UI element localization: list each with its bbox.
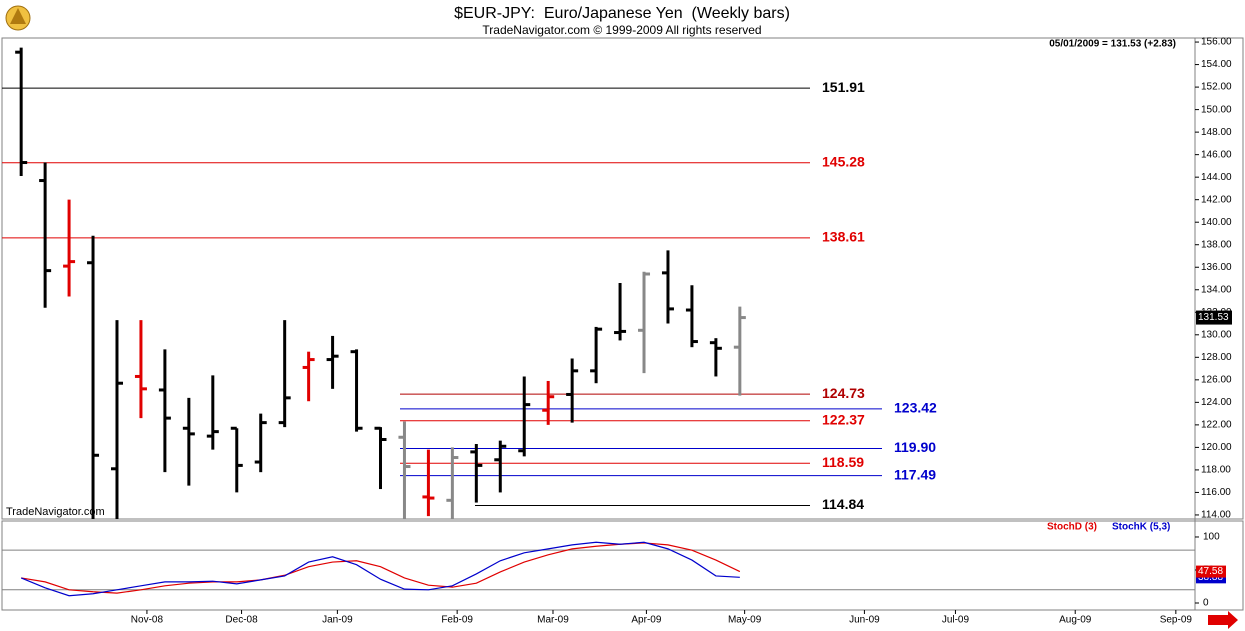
level-label: 123.42 bbox=[894, 400, 937, 416]
x-tick-label: Apr-09 bbox=[631, 615, 661, 626]
y-tick-label: 146.00 bbox=[1201, 149, 1232, 160]
y-tick-label: 120.00 bbox=[1201, 442, 1232, 453]
y-tick-label: 154.00 bbox=[1201, 59, 1232, 70]
legend-entry: StochD (3) bbox=[1047, 522, 1097, 533]
y-tick-label: 124.00 bbox=[1201, 397, 1232, 408]
y-tick-label: 152.00 bbox=[1201, 82, 1232, 93]
value-label: 47.58 bbox=[1198, 566, 1223, 577]
level-label: 151.91 bbox=[822, 79, 865, 95]
y-tick-label: 128.00 bbox=[1201, 352, 1232, 363]
level-label: 114.84 bbox=[822, 496, 864, 512]
level-label: 117.49 bbox=[894, 466, 936, 482]
x-tick-label: Dec-08 bbox=[225, 615, 258, 626]
y-tick-label: 130.00 bbox=[1201, 329, 1232, 340]
x-tick-label: Mar-09 bbox=[537, 615, 569, 626]
legend-entry: StochK (5,3) bbox=[1112, 522, 1170, 533]
stoch-frame bbox=[1, 520, 1244, 611]
y-tick-label: 100 bbox=[1203, 532, 1220, 543]
y-tick-label: 114.00 bbox=[1201, 510, 1231, 521]
x-tick-label: May-09 bbox=[728, 615, 762, 626]
y-tick-label: 0 bbox=[1203, 598, 1209, 609]
y-tick-label: 134.00 bbox=[1201, 284, 1232, 295]
last-price-label: 131.53 bbox=[1198, 312, 1229, 323]
x-tick-label: Sep-09 bbox=[1160, 615, 1193, 626]
level-label: 124.73 bbox=[822, 385, 865, 401]
y-tick-label: 142.00 bbox=[1201, 194, 1232, 205]
level-label: 122.37 bbox=[822, 411, 865, 427]
logo bbox=[5, 5, 31, 31]
x-tick-label: Feb-09 bbox=[441, 615, 473, 626]
level-label: 138.61 bbox=[822, 229, 865, 245]
y-tick-label: 118.00 bbox=[1201, 465, 1231, 476]
y-tick-label: 148.00 bbox=[1201, 127, 1232, 138]
x-tick-label: Jul-09 bbox=[942, 615, 970, 626]
y-tick-label: 116.00 bbox=[1201, 487, 1231, 498]
y-tick-label: 156.00 bbox=[1201, 37, 1232, 48]
level-label: 118.59 bbox=[822, 454, 864, 470]
scroll-arrow[interactable] bbox=[1208, 611, 1238, 629]
x-tick-label: Nov-08 bbox=[131, 615, 164, 626]
level-label: 145.28 bbox=[822, 153, 865, 169]
level-label: 119.90 bbox=[894, 439, 936, 455]
y-tick-label: 138.00 bbox=[1201, 239, 1232, 250]
last-price-box bbox=[1196, 310, 1232, 325]
y-tick-label: 122.00 bbox=[1201, 420, 1232, 431]
y-tick-label: 144.00 bbox=[1201, 172, 1232, 183]
x-tick-label: Jun-09 bbox=[849, 615, 880, 626]
header-note: 05/01/2009 = 131.53 (+2.83) bbox=[1049, 39, 1176, 50]
chart-title: $EUR-JPY: Euro/Japanese Yen (Weekly bars… bbox=[454, 5, 790, 22]
y-tick-label: 136.00 bbox=[1201, 262, 1232, 273]
main-frame bbox=[1, 37, 1244, 520]
value-box bbox=[1196, 565, 1226, 578]
chart-subtitle: TradeNavigator.com © 1999-2009 All right… bbox=[482, 23, 761, 37]
stoch-line bbox=[20, 541, 740, 597]
x-tick-label: Jan-09 bbox=[322, 615, 353, 626]
y-tick-label: 150.00 bbox=[1201, 104, 1232, 115]
stoch-plot bbox=[2, 541, 1195, 597]
watermark: TradeNavigator.com bbox=[6, 506, 105, 518]
y-tick-label: 126.00 bbox=[1201, 374, 1232, 385]
x-tick-label: Aug-09 bbox=[1059, 615, 1092, 626]
y-tick-label: 140.00 bbox=[1201, 217, 1232, 228]
price-plot: 151.91 145.28 138.61 124.73 123.42 122.37 119.… bbox=[2, 47, 937, 519]
